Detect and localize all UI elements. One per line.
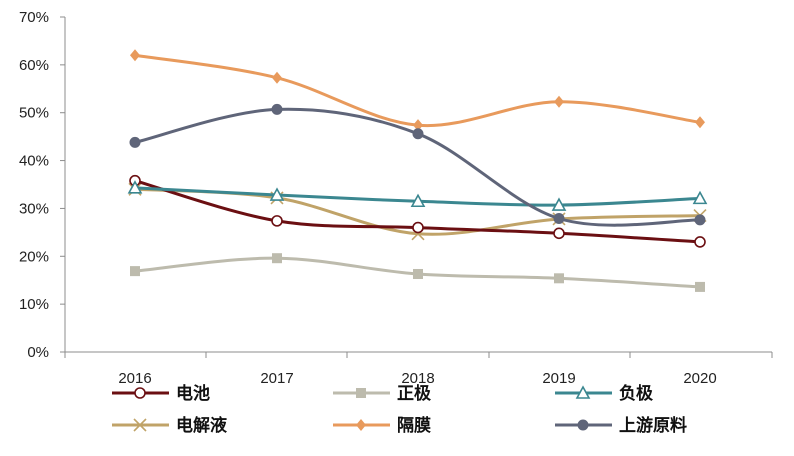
legend-label: 隔膜 bbox=[397, 415, 431, 436]
data-point bbox=[695, 116, 705, 129]
y-tick-label: 10% bbox=[19, 296, 49, 313]
legend-item: 负极 bbox=[555, 383, 653, 404]
legend-label: 电池 bbox=[176, 383, 210, 404]
series-电池 bbox=[129, 174, 706, 248]
data-point bbox=[695, 281, 705, 292]
data-point bbox=[553, 227, 565, 240]
legend-item: 正极 bbox=[333, 384, 431, 404]
legend-label: 正极 bbox=[397, 384, 431, 404]
data-point bbox=[269, 187, 285, 201]
data-point bbox=[271, 215, 283, 227]
legend-marker bbox=[356, 419, 366, 431]
legend-item: 隔膜 bbox=[333, 415, 431, 436]
x-tick-label: 2016 bbox=[118, 370, 151, 387]
y-tick-label: 20% bbox=[19, 248, 49, 265]
x-tick-label: 2019 bbox=[542, 370, 575, 387]
x-tick-label: 2018 bbox=[401, 370, 434, 387]
legend-label: 电解液 bbox=[176, 415, 227, 436]
data-point bbox=[554, 95, 564, 108]
legend-item: 上游原料 bbox=[555, 415, 687, 436]
y-axis-ticks: 0% 10% 20% 30% 40% 50% 60% 70% bbox=[19, 9, 65, 361]
data-point bbox=[694, 236, 706, 248]
data-point bbox=[272, 253, 282, 264]
data-point bbox=[553, 212, 565, 224]
series-负极 bbox=[127, 180, 708, 211]
data-point bbox=[412, 128, 424, 140]
legend-marker bbox=[133, 418, 147, 432]
series-line bbox=[133, 53, 702, 128]
data-point bbox=[272, 71, 282, 84]
x-axis-ticks: 2016 2017 2018 2019 2020 bbox=[64, 352, 773, 387]
x-marker-stroke bbox=[133, 418, 147, 432]
series-group bbox=[127, 49, 708, 292]
data-point bbox=[551, 197, 567, 211]
data-point bbox=[410, 193, 426, 208]
y-tick-label: 0% bbox=[27, 344, 49, 361]
data-point bbox=[694, 214, 706, 226]
series-正极 bbox=[130, 253, 705, 292]
y-tick-label: 40% bbox=[19, 153, 49, 170]
y-tick-label: 30% bbox=[19, 200, 49, 217]
legend-item: 电解液 bbox=[112, 415, 227, 436]
axes bbox=[64, 17, 772, 353]
data-point bbox=[554, 273, 564, 284]
data-point bbox=[130, 266, 140, 277]
x-tick-label: 2020 bbox=[683, 370, 716, 387]
legend-marker bbox=[575, 385, 591, 399]
series-上游原料 bbox=[129, 103, 706, 227]
x-tick-label: 2017 bbox=[260, 370, 293, 387]
data-point bbox=[412, 221, 424, 234]
legend-marker bbox=[577, 419, 589, 431]
y-tick-label: 60% bbox=[19, 57, 49, 74]
y-tick-label: 50% bbox=[19, 105, 49, 122]
y-tick-label: 70% bbox=[19, 9, 49, 26]
legend-marker bbox=[134, 387, 146, 399]
series-隔膜 bbox=[130, 49, 705, 132]
data-point bbox=[413, 268, 423, 279]
data-point bbox=[129, 136, 141, 148]
legend-marker bbox=[356, 388, 366, 398]
data-point bbox=[130, 49, 140, 62]
data-point bbox=[127, 180, 143, 194]
data-point bbox=[692, 190, 708, 205]
legend-label: 上游原料 bbox=[619, 415, 687, 436]
data-point bbox=[271, 103, 283, 115]
data-point bbox=[413, 119, 423, 132]
legend-item: 电池 bbox=[112, 383, 210, 404]
legend-label: 负极 bbox=[619, 383, 653, 404]
